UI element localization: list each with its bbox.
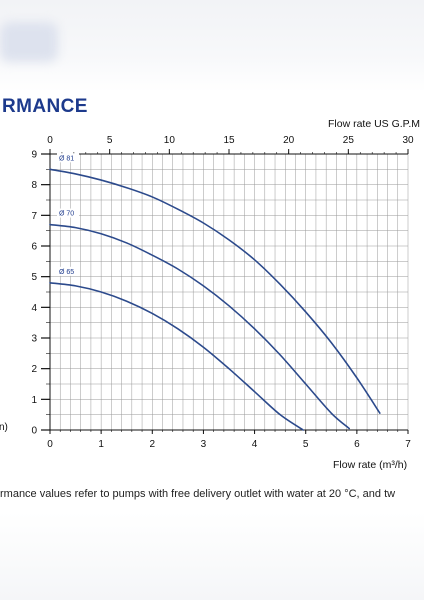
y-tick-label: 8 — [31, 180, 37, 191]
x-tick-label: 1 — [98, 439, 104, 450]
y-tick-label: 5 — [31, 272, 37, 283]
series-label-backdrop — [57, 208, 79, 218]
x2-tick-label: 15 — [223, 135, 235, 146]
x-tick-label: 6 — [354, 439, 360, 450]
y-axis-title-fragment: n) — [0, 422, 8, 433]
y-tick-label: 0 — [31, 426, 37, 437]
y-tick-label: 2 — [31, 364, 37, 375]
blurred-logo — [0, 22, 58, 62]
x-tick-label: 3 — [201, 439, 207, 450]
y-tick-label: 9 — [31, 150, 37, 161]
y-tick-label: 7 — [31, 211, 37, 222]
series-label-70: Ø 70 — [59, 211, 74, 218]
series-line-65 — [49, 282, 304, 431]
chart-ticks: 0 1 2 3 4 5 6 7 0 5 10 15 20 25 30 0 1 2 3 4 5 6 7 8 9 — [31, 135, 414, 450]
series-label-backdrop — [57, 266, 79, 276]
section-title: RMANCE — [2, 96, 88, 117]
chart-caption: rmance values refer to pumps with free d… — [0, 488, 396, 500]
x2-tick-label: 30 — [402, 135, 414, 146]
x-tick-label: 2 — [150, 439, 156, 450]
series-line-70 — [49, 223, 350, 430]
bottom-axis-title: Flow rate (m³/h) — [333, 459, 407, 471]
footer-backdrop — [0, 512, 424, 600]
y-tick-label: 1 — [31, 395, 37, 406]
x-tick-label: 0 — [47, 439, 53, 450]
x-tick-label: 7 — [405, 439, 411, 450]
y-tick-label: 3 — [31, 334, 37, 345]
series-line-81 — [49, 168, 381, 414]
chart-grid — [49, 153, 409, 431]
y-tick-label: 6 — [31, 242, 37, 253]
x-tick-label: 4 — [252, 439, 258, 450]
x2-tick-label: 10 — [164, 135, 176, 146]
chart-series: Ø 81 Ø 70 Ø 65 — [49, 153, 381, 431]
series-label-81: Ø 81 — [59, 155, 74, 162]
top-axis-title: Flow rate US G.P.M — [328, 118, 420, 130]
x2-tick-label: 20 — [283, 135, 295, 146]
x2-tick-label: 25 — [343, 135, 355, 146]
series-label-65: Ø 65 — [59, 269, 74, 276]
header-backdrop — [0, 0, 424, 92]
x-tick-label: 5 — [303, 439, 309, 450]
x2-tick-label: 0 — [47, 135, 53, 146]
series-label-backdrop — [57, 153, 79, 163]
caption-backdrop — [0, 475, 424, 515]
y-tick-label: 4 — [31, 303, 37, 314]
x2-tick-label: 5 — [107, 135, 113, 146]
